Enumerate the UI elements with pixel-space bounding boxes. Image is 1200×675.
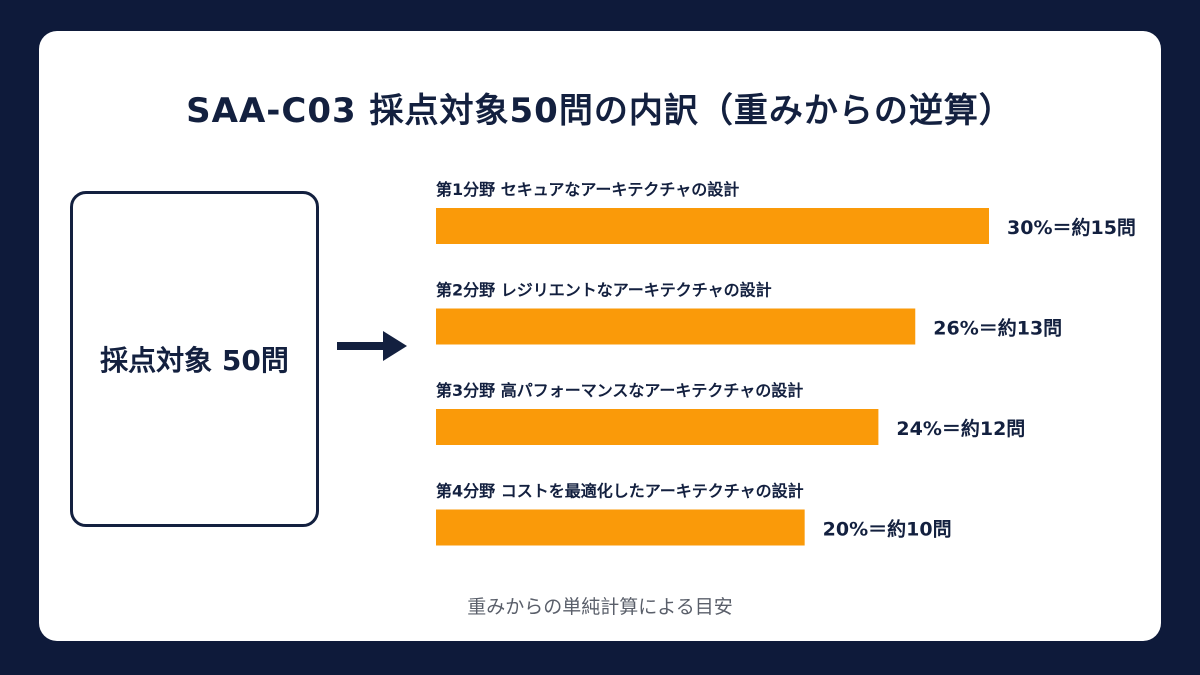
main-card: SAA-C03 採点対象50問の内訳（重みからの逆算） 採点対象 50問 第1分…	[39, 31, 1161, 641]
bar	[436, 308, 916, 345]
page-title: SAA-C03 採点対象50問の内訳（重みからの逆算）	[186, 91, 1014, 131]
data-label: 30%＝約15問	[1007, 216, 1136, 239]
bar	[436, 509, 805, 546]
category-label: 第4分野 コストを最適化したアーキテクチャの設計	[436, 482, 804, 501]
bar	[436, 208, 989, 244]
footnote: 重みからの単純計算による目安	[467, 596, 733, 618]
data-label: 20%＝約10問	[823, 518, 952, 541]
bar	[436, 409, 879, 445]
category-label: 第1分野 セキュアなアーキテクチャの設計	[436, 180, 739, 199]
scope-box: 採点対象 50問	[70, 191, 319, 527]
data-label: 26%＝約13問	[933, 317, 1062, 340]
scope-label: 採点対象 50問	[100, 344, 289, 377]
data-label: 24%＝約12問	[896, 417, 1025, 440]
category-label: 第3分野 高パフォーマンスなアーキテクチャの設計	[436, 381, 803, 400]
category-label: 第2分野 レジリエントなアーキテクチャの設計	[436, 281, 772, 300]
arrow-right-icon	[337, 331, 407, 361]
